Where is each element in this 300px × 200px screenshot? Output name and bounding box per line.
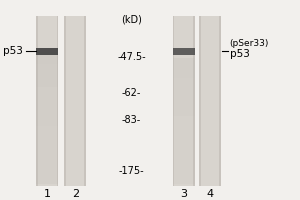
Bar <box>64 16 66 186</box>
Bar <box>84 16 86 186</box>
Bar <box>172 16 195 186</box>
Bar <box>57 16 58 186</box>
Bar <box>36 16 58 186</box>
Text: (kD): (kD) <box>121 14 142 24</box>
Bar <box>36 87 58 126</box>
Bar <box>172 116 195 184</box>
Text: -175-: -175- <box>119 166 144 176</box>
Bar <box>199 16 201 186</box>
Bar <box>64 16 86 186</box>
Bar <box>36 52 58 64</box>
Text: 2: 2 <box>72 189 79 199</box>
Bar <box>219 16 221 186</box>
Text: (pSer33): (pSer33) <box>230 39 269 48</box>
Bar <box>36 126 58 184</box>
Bar <box>172 58 195 78</box>
Bar <box>36 64 58 87</box>
Bar <box>193 16 195 186</box>
Bar <box>199 16 221 186</box>
Bar <box>36 16 38 186</box>
Bar <box>172 48 195 55</box>
Text: p53: p53 <box>3 46 23 56</box>
Text: 4: 4 <box>206 189 214 199</box>
Text: -47.5-: -47.5- <box>117 52 146 62</box>
Text: 3: 3 <box>180 189 187 199</box>
Text: -62-: -62- <box>122 88 141 98</box>
Text: p53: p53 <box>230 49 250 59</box>
Text: -83-: -83- <box>122 115 141 125</box>
Text: 1: 1 <box>44 189 51 199</box>
Bar <box>114 16 170 186</box>
Bar <box>36 48 58 55</box>
Bar <box>172 78 195 116</box>
Bar <box>172 16 174 186</box>
